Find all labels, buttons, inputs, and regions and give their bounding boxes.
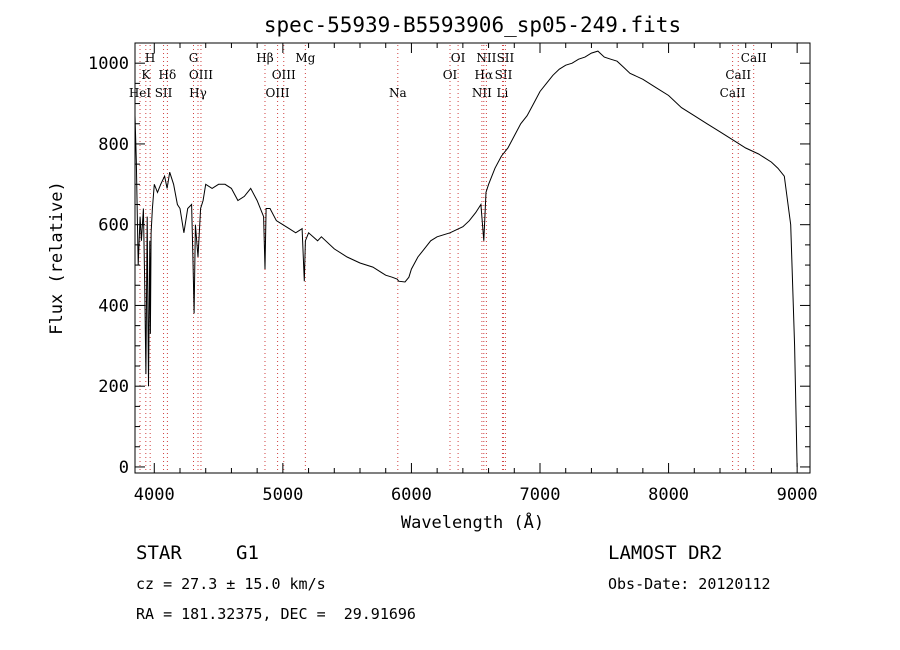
y-axis-label: Flux (relative): [47, 181, 67, 335]
x-axis-label: Wavelength (Å): [401, 511, 544, 533]
line-marker-label: CaII: [725, 68, 751, 82]
line-marker-label: CaII: [741, 51, 767, 65]
x-axis: 4000 5000 6000 7000 8000 9000: [134, 43, 818, 505]
plot-frame: [134, 42, 811, 474]
x-tick-label: 6000: [391, 485, 432, 505]
line-marker-label: Hγ: [189, 86, 207, 100]
line-marker-label: OIII: [272, 68, 296, 82]
line-marker-label: NII: [472, 86, 492, 100]
line-marker-label: HeI: [129, 86, 152, 100]
y-tick-label: 800: [98, 135, 129, 155]
line-marker-label: Hδ: [159, 68, 177, 82]
object-class: STAR: [136, 542, 182, 564]
line-marker-label: Na: [389, 86, 407, 100]
survey-name: LAMOST DR2: [608, 542, 723, 564]
x-tick-label: 9000: [777, 485, 818, 505]
line-marker-label: K: [141, 68, 151, 82]
line-marker-label: SII: [155, 86, 173, 100]
y-axis: 0 200 400 600 800 1000: [88, 54, 810, 478]
flux-series-line: [134, 50, 798, 467]
line-marker-label: OIII: [189, 68, 213, 82]
line-marker-label: SII: [495, 68, 513, 82]
y-tick-label: 400: [98, 296, 129, 316]
line-marker-label: Li: [497, 86, 509, 100]
line-marker-label: H: [145, 51, 155, 65]
line-marker-label: OI: [451, 51, 466, 65]
line-marker-label: CaII: [720, 86, 746, 100]
coordinates: RA = 181.32375, DEC = 29.91696: [136, 605, 416, 623]
line-marker-label: SII: [497, 51, 515, 65]
x-tick-label: 5000: [262, 485, 303, 505]
x-tick-label: 4000: [134, 485, 175, 505]
y-tick-label: 200: [98, 377, 129, 397]
x-tick-label: 7000: [520, 485, 561, 505]
spectral-line-markers: HeI KH SII Hδ G Hγ OIII Hβ OIII OIII Mg Na OI OI NII Hα…: [129, 45, 767, 473]
chart-title: spec-55939-B5593906_sp05-249.fits: [264, 13, 681, 37]
y-tick-label: 600: [98, 216, 129, 236]
line-marker-label: Hα: [475, 68, 494, 82]
y-tick-label: 0: [119, 458, 129, 478]
line-marker-label: OI: [443, 68, 458, 82]
object-subclass: G1: [236, 542, 259, 564]
line-marker-label: Hβ: [256, 51, 273, 65]
line-marker-label: Mg: [295, 51, 315, 65]
observation-date: Obs-Date: 20120112: [608, 575, 771, 593]
line-marker-label: NII: [476, 51, 496, 65]
redshift-cz: cz = 27.3 ± 15.0 km/s: [136, 575, 326, 593]
line-marker-label: OIII: [266, 86, 290, 100]
x-tick-label: 8000: [648, 485, 689, 505]
y-tick-label: 1000: [88, 54, 129, 74]
line-marker-label: G: [189, 51, 199, 65]
